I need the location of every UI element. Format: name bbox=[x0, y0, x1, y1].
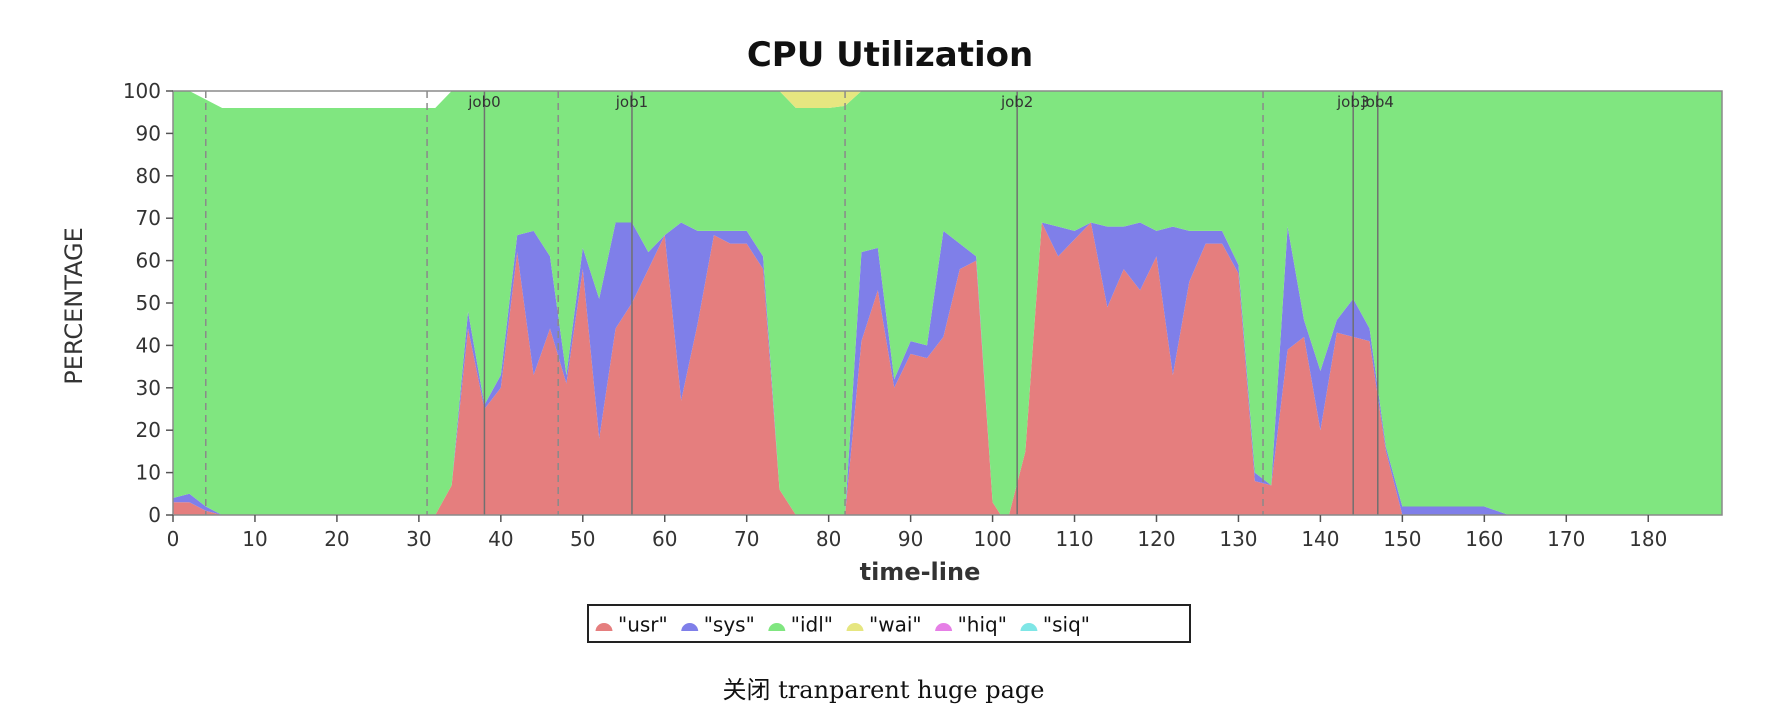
job-marker-label: job3 bbox=[1336, 93, 1369, 111]
job-marker-label: job4 bbox=[1361, 93, 1394, 111]
legend-swatch bbox=[680, 622, 700, 632]
y-axis-label: PERCENTAGE bbox=[60, 227, 88, 385]
legend-swatch bbox=[594, 622, 614, 632]
legend-label: "sys" bbox=[704, 613, 755, 637]
x-tick-label: 110 bbox=[1055, 527, 1093, 551]
legend-item-wai: "wai" bbox=[845, 613, 922, 637]
axes: 0 10 20 30 40 50 60 70 80 90 100 0 10 20 30 40 50 60 70 80 9… bbox=[123, 79, 1723, 551]
legend-label: "hiq" bbox=[958, 613, 1007, 637]
legend-label: "wai" bbox=[869, 613, 922, 637]
area-idl bbox=[173, 91, 1722, 515]
y-tick-label: 30 bbox=[136, 376, 161, 400]
legend-swatch bbox=[934, 622, 954, 632]
x-tick-label: 50 bbox=[570, 527, 595, 551]
y-tick-label: 50 bbox=[136, 291, 161, 315]
x-tick-label: 120 bbox=[1137, 527, 1175, 551]
legend-swatch bbox=[767, 622, 787, 632]
y-tick-label: 40 bbox=[136, 333, 161, 357]
x-tick-label: 0 bbox=[167, 527, 180, 551]
figure-caption: 关闭 tranparent huge page bbox=[722, 676, 1045, 704]
job-marker-label: job2 bbox=[1000, 93, 1033, 111]
y-tick-label: 60 bbox=[136, 249, 161, 273]
y-tick-label: 10 bbox=[136, 461, 161, 485]
x-tick-label: 90 bbox=[898, 527, 923, 551]
legend-item-sys: "sys" bbox=[680, 613, 755, 637]
x-tick-label: 160 bbox=[1465, 527, 1503, 551]
x-tick-label: 140 bbox=[1301, 527, 1339, 551]
legend-label: "idl" bbox=[791, 613, 833, 637]
legend-swatch bbox=[845, 622, 865, 632]
x-tick-label: 60 bbox=[652, 527, 677, 551]
legend-swatch bbox=[1019, 622, 1039, 632]
legend-item-usr: "usr" bbox=[594, 613, 668, 637]
chart-title: CPU Utilization bbox=[747, 35, 1033, 75]
y-tick-label: 90 bbox=[136, 121, 161, 145]
x-tick-label: 150 bbox=[1383, 527, 1421, 551]
x-axis-label: time-line bbox=[860, 558, 981, 586]
x-tick-label: 130 bbox=[1219, 527, 1257, 551]
legend-label: "usr" bbox=[618, 613, 668, 637]
job-marker-label: job1 bbox=[615, 93, 648, 111]
x-tick-label: 80 bbox=[816, 527, 841, 551]
y-tick-label: 0 bbox=[148, 503, 161, 527]
area-sys bbox=[173, 222, 1722, 515]
legend-label: "siq" bbox=[1043, 613, 1090, 637]
x-tick-label: 100 bbox=[973, 527, 1011, 551]
legend-item-idl: "idl" bbox=[767, 613, 833, 637]
area-usr bbox=[173, 222, 1722, 515]
x-tick-label: 40 bbox=[488, 527, 513, 551]
x-tick-label: 30 bbox=[406, 527, 431, 551]
x-tick-label: 180 bbox=[1629, 527, 1667, 551]
x-tick-label: 170 bbox=[1547, 527, 1585, 551]
legend-item-hiq: "hiq" bbox=[934, 613, 1007, 637]
stacked-area-layer bbox=[173, 91, 1722, 515]
x-tick-label: 10 bbox=[242, 527, 267, 551]
job-marker-label: job0 bbox=[467, 93, 500, 111]
legend: "usr" "sys" "idl" "wai" "hiq" "siq" bbox=[587, 604, 1191, 643]
legend-item-siq: "siq" bbox=[1019, 613, 1090, 637]
y-tick-label: 100 bbox=[123, 79, 161, 103]
y-tick-label: 20 bbox=[136, 418, 161, 442]
x-tick-label: 70 bbox=[734, 527, 759, 551]
x-tick-label: 20 bbox=[324, 527, 349, 551]
y-tick-label: 70 bbox=[136, 206, 161, 230]
cpu-utilization-chart: CPU Utilization PERCENTAGE time-line job… bbox=[60, 35, 1723, 643]
y-tick-label: 80 bbox=[136, 164, 161, 188]
